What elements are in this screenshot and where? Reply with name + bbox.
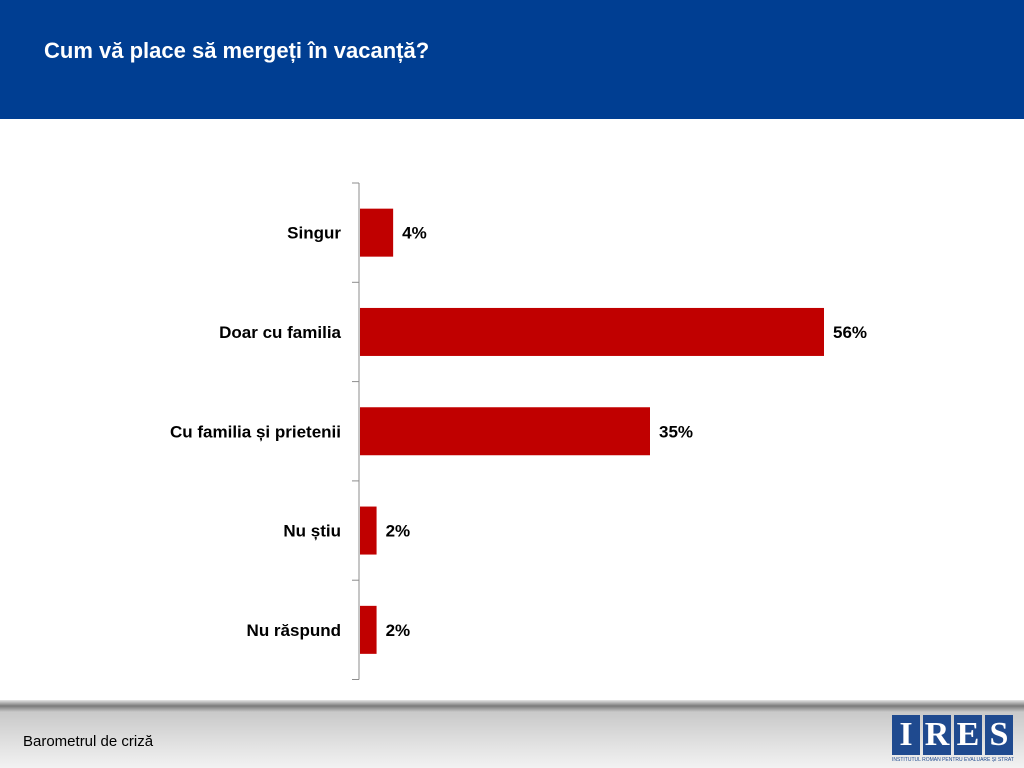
logo-letter: E: [954, 715, 982, 755]
footer-text: Barometrul de criză: [23, 733, 154, 750]
category-label: Doar cu familia: [219, 323, 341, 342]
bar: [360, 605, 377, 654]
logo-letter: S: [985, 715, 1013, 755]
value-label: 2%: [386, 621, 411, 640]
ires-logo: I R E S INSTITUTUL ROMÂN PENTRU EVALUARE…: [892, 715, 1014, 765]
bar: [360, 208, 394, 257]
category-label: Nu știu: [283, 522, 341, 541]
value-label: 56%: [833, 323, 867, 342]
header-bar: Cum vă place să mergeți în vacanță?: [0, 0, 1024, 119]
category-label: Nu răspund: [247, 621, 341, 640]
logo-letter: I: [892, 715, 920, 755]
value-label: 35%: [659, 422, 693, 441]
category-label: Singur: [287, 224, 341, 243]
bar: [360, 506, 377, 555]
page-title: Cum vă place să mergeți în vacanță?: [44, 38, 430, 63]
logo-subtitle: INSTITUTUL ROMÂN PENTRU EVALUARE ȘI STRA…: [892, 757, 1014, 763]
bar: [360, 407, 650, 456]
value-label: 4%: [402, 224, 427, 243]
value-label: 2%: [386, 522, 411, 541]
logo-letters: I R E S: [892, 715, 1014, 755]
logo-letter: R: [923, 715, 951, 755]
bar: [360, 307, 824, 356]
category-label: Cu familia și prietenii: [170, 422, 341, 441]
footer-bar: Barometrul de criză I R E S INSTITUTUL R…: [0, 700, 1024, 768]
